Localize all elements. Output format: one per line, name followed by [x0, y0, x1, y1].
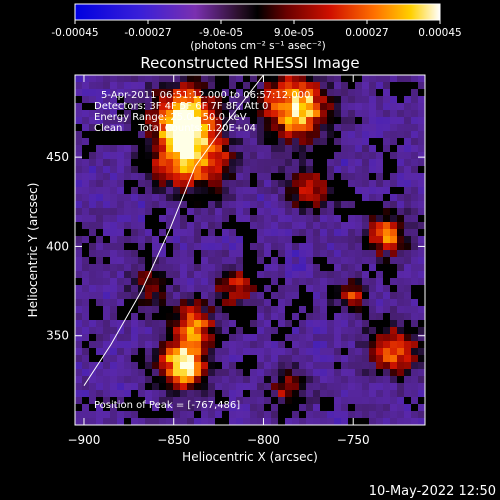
colorbar-tick-label: 0.00027 [345, 27, 388, 39]
x-axis-label: Heliocentric X (arcsec) [182, 450, 318, 464]
y-tick-label: 450 [46, 150, 69, 164]
plot-title: Reconstructed RHESSI Image [140, 54, 359, 72]
y-tick-label: 400 [46, 239, 69, 253]
solar-limb-line [83, 75, 264, 386]
y-axis-ticks: 350 400 450 [46, 150, 425, 343]
x-tick-label: −750 [337, 433, 370, 447]
colorbar-ticks: -0.00045 -0.00027 -9.0e-05 9.0e-05 0.00027 0.… [51, 20, 462, 39]
colorbar-tick-label: 0.00045 [418, 27, 461, 39]
info-overlay: 5-Apr-2011 06:51:12.000 to 06:57:12.000 … [94, 90, 310, 411]
peak-position-label: Position of Peak = [-767,486] [94, 400, 240, 411]
footer-timestamp: 10-May-2022 12:50 [369, 484, 496, 499]
x-tick-label: −850 [157, 433, 190, 447]
x-tick-label: −900 [67, 433, 100, 447]
x-axis-ticks: −900 −850 −800 −750 [67, 75, 370, 447]
colorbar-unit-label: (photons cm⁻² s⁻¹ asec⁻²) [190, 40, 325, 52]
colorbar-strip [74, 3, 441, 21]
colorbar: -0.00045 -0.00027 -9.0e-05 9.0e-05 0.00027 0.… [51, 3, 462, 52]
colorbar-tick-label: -0.00045 [51, 27, 98, 39]
y-tick-label: 350 [46, 329, 69, 343]
x-tick-label: −800 [247, 433, 280, 447]
info-detectors: Detectors: 3F 4F 5F 6F 7F 8F, Att 0 [94, 101, 268, 112]
info-clean-counts: Clean Total Counts: 1.20E+04 [94, 123, 256, 134]
plot-frame [74, 74, 426, 426]
emission-image [75, 75, 425, 425]
info-time-range: 5-Apr-2011 06:51:12.000 to 06:57:12.000 [101, 90, 310, 101]
info-energy-range: Energy Range: 25.0 - 50.0 keV [94, 112, 247, 123]
y-axis-label: Heliocentric Y (arcsec) [26, 183, 40, 318]
colorbar-tick-label: 9.0e-05 [274, 27, 314, 39]
plot-area: −900 −850 −800 −750 350 400 450 [46, 74, 426, 447]
colorbar-tick-label: -0.00027 [124, 27, 171, 39]
colorbar-tick-label: -9.0e-05 [199, 27, 243, 39]
